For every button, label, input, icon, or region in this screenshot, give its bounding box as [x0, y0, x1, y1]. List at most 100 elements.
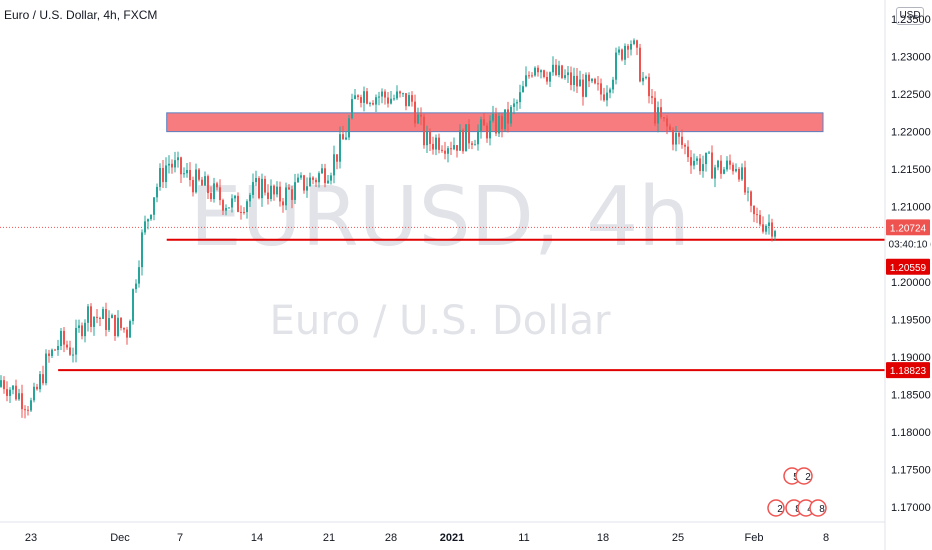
candle-body	[240, 211, 242, 213]
x-tick-label: 7	[177, 532, 183, 544]
candle-body	[471, 143, 473, 145]
candle-body	[324, 168, 326, 184]
candle-body	[606, 92, 608, 101]
event-badge-count: 8	[819, 504, 825, 515]
candle-body	[759, 214, 761, 225]
candle-body	[735, 168, 737, 172]
candle-body	[693, 160, 695, 166]
x-tick-label: 28	[385, 532, 397, 544]
candle-body	[666, 118, 668, 127]
candle-body	[462, 130, 464, 152]
price-axis-label-text: 1.18823	[890, 366, 927, 377]
candle-body	[63, 330, 65, 345]
candle-body	[252, 182, 254, 195]
candle-body	[537, 67, 539, 73]
candle-body	[588, 74, 590, 82]
candle-body	[399, 91, 401, 94]
candle-body	[516, 102, 518, 104]
y-tick-label: 1.21000	[891, 202, 931, 214]
candle-body	[603, 94, 605, 101]
candle-body	[750, 191, 752, 206]
candle-body	[84, 322, 86, 337]
candle-body	[507, 109, 509, 124]
candle-body	[450, 148, 452, 150]
price-axis-label-text: 1.20724	[890, 223, 927, 234]
candle-body	[336, 154, 338, 162]
candle-body	[546, 76, 548, 82]
candle-body	[621, 49, 623, 60]
candle-body	[414, 101, 416, 124]
candle-body	[699, 158, 701, 172]
currency-button[interactable]: USD	[896, 7, 924, 25]
candle-body	[147, 219, 149, 222]
candle-body	[393, 98, 395, 100]
candle-body	[48, 353, 50, 356]
candle-body	[708, 152, 710, 154]
candle-body	[12, 385, 14, 390]
candle-body	[3, 380, 5, 390]
candle-body	[249, 194, 251, 202]
candle-body	[498, 115, 500, 134]
candle-body	[330, 175, 332, 181]
price-axis-label	[886, 235, 930, 252]
candle-body	[423, 116, 425, 146]
candle-body	[582, 79, 584, 97]
candle-body	[312, 177, 314, 180]
candle-body	[375, 97, 377, 105]
candle-body	[774, 231, 776, 237]
candle-body	[558, 65, 560, 75]
candle-body	[69, 347, 71, 355]
candle-body	[441, 149, 443, 151]
candle-body	[237, 195, 239, 212]
candle-body	[267, 192, 269, 199]
candle-body	[228, 207, 230, 209]
candle-body	[675, 132, 677, 145]
candle-body	[594, 78, 596, 84]
candle-body	[213, 183, 215, 200]
candle-body	[732, 164, 734, 172]
candle-body	[504, 109, 506, 130]
price-axis-label	[886, 362, 930, 379]
x-tick-label: 14	[251, 532, 263, 544]
candle-body	[75, 327, 77, 355]
candle-body	[768, 222, 770, 226]
candle-body	[405, 93, 407, 107]
candle-body	[348, 118, 350, 138]
candle-body	[15, 385, 17, 400]
candle-body	[396, 91, 398, 99]
candle-body	[243, 211, 245, 213]
x-tick-label: 11	[518, 532, 529, 544]
candle-body	[555, 64, 557, 75]
candle-body	[480, 119, 482, 131]
candle-body	[354, 95, 356, 100]
candle-body	[690, 157, 692, 166]
y-tick-label: 1.18000	[891, 427, 931, 439]
candle-body	[459, 130, 461, 151]
candle-body	[150, 214, 152, 220]
candle-body	[624, 45, 626, 60]
candle-body	[522, 86, 524, 93]
candle-body	[276, 186, 278, 195]
candle-body	[372, 103, 374, 105]
candle-body	[294, 182, 296, 200]
candle-body	[756, 214, 758, 216]
candle-body	[765, 225, 767, 232]
candle-body	[633, 40, 635, 44]
candle-body	[744, 167, 746, 193]
chart-title: Euro / U.S. Dollar, 4h, FXCM	[4, 8, 157, 22]
candle-body	[282, 201, 284, 206]
candle-body	[162, 168, 164, 183]
candle-body	[477, 130, 479, 145]
candle-body	[315, 179, 317, 183]
candle-body	[651, 96, 653, 98]
candle-body	[609, 89, 611, 93]
candle-body	[309, 177, 311, 187]
candle-body	[87, 306, 89, 323]
candle-body	[285, 187, 287, 206]
candle-body	[678, 132, 680, 137]
candle-body	[369, 103, 371, 105]
candle-body	[99, 317, 101, 319]
y-tick-label: 1.23000	[891, 52, 931, 64]
candle-body	[402, 93, 404, 95]
